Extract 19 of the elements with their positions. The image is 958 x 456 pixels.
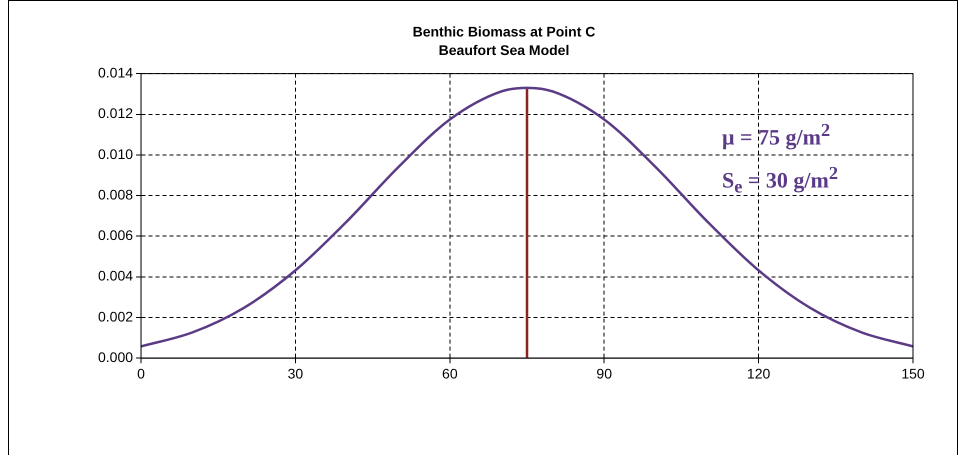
x-tick-label: 60 — [442, 365, 458, 382]
x-tick-label: 90 — [596, 365, 612, 382]
y-tick-label: 0.012 — [98, 105, 134, 122]
x-tick-label: 120 — [746, 365, 770, 382]
y-tick-label: 0.004 — [98, 268, 134, 284]
annotation: μ = 75 g/m$^{2}$ — [722, 119, 832, 152]
x-tick-label: 150 — [901, 365, 925, 382]
chart-title: Benthic Biomass at Point C — [412, 23, 596, 40]
chart-subtitle: Beaufort Sea Model — [438, 42, 570, 58]
x-tick-label: 0 — [137, 365, 146, 382]
y-tick-label: 0.002 — [98, 308, 134, 324]
x-tick-label: 30 — [288, 365, 304, 382]
annotation: S$_{e}$ = 30 g/m$^{2}$ — [722, 162, 838, 200]
y-tick-label: 0.010 — [98, 146, 134, 162]
y-tick-label: 0.008 — [98, 186, 134, 202]
y-tick-label: 0.006 — [98, 227, 134, 244]
line-series — [141, 86, 913, 348]
y-tick-label: 0.014 — [98, 64, 134, 80]
y-tick-label: 0.000 — [98, 349, 134, 366]
